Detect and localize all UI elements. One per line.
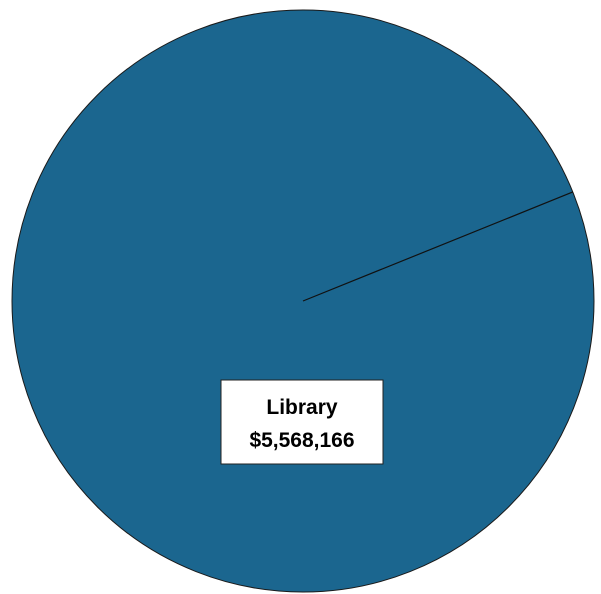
pie-labels: Library $5,568,166 bbox=[220, 379, 384, 465]
data-label-box bbox=[220, 379, 384, 465]
slice-label-name: Library bbox=[266, 396, 338, 419]
pie-slices bbox=[11, 9, 595, 593]
slice-label-value: $5,568,166 bbox=[249, 429, 354, 452]
pie-slice-boundary bbox=[302, 191, 574, 302]
